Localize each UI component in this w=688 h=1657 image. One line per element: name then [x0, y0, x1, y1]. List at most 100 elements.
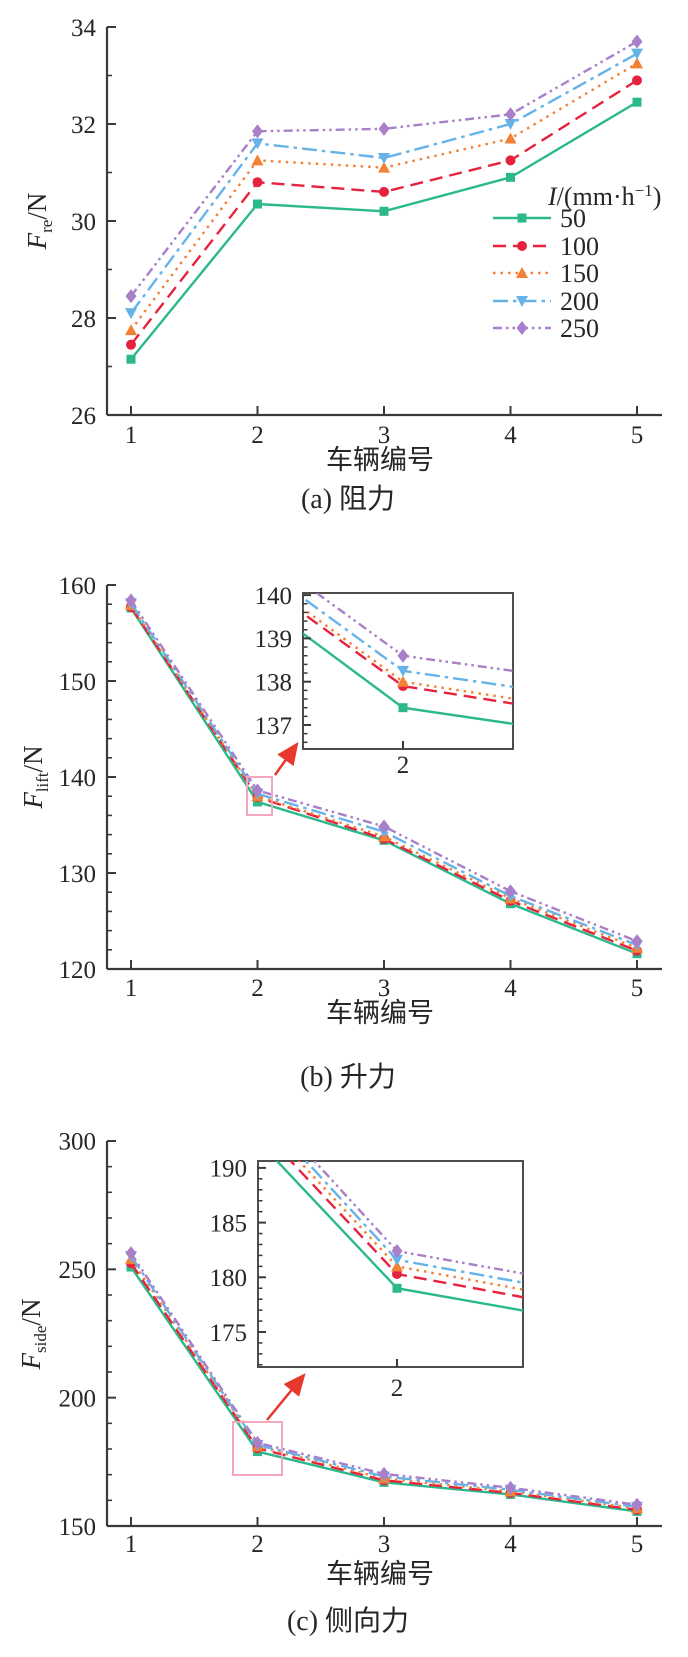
legend-marker — [517, 213, 527, 223]
data-point-250 — [125, 289, 137, 304]
series-line-250 — [130, 40, 638, 297]
caption-b: (b) 升力 — [300, 1061, 396, 1093]
zoom-region-rect — [246, 776, 273, 816]
x-tick-label: 5 — [631, 422, 644, 449]
x-tick-label: 2 — [251, 975, 264, 1002]
data-point-250 — [125, 1246, 137, 1261]
zoom-arrow — [273, 741, 299, 776]
data-point-100 — [126, 339, 136, 350]
data-point-250 — [378, 819, 390, 834]
x-tick-label: 4 — [504, 975, 517, 1002]
y-tick-label: 130 — [59, 861, 97, 888]
data-point-250 — [631, 34, 643, 49]
x-tick-label: 5 — [631, 975, 644, 1002]
data-point-50 — [253, 199, 262, 209]
inset-x-tick-label: 2 — [391, 1375, 404, 1402]
series-line-200 — [130, 52, 638, 314]
data-point-200 — [125, 308, 137, 320]
data-point-100 — [379, 186, 389, 197]
data-point-250 — [252, 1435, 263, 1450]
data-point-50 — [632, 97, 642, 107]
legend-label: 150 — [560, 259, 599, 288]
data-point-100 — [252, 177, 263, 188]
x-axis-title: 车辆编号 — [326, 998, 434, 1028]
x-tick-label: 1 — [125, 975, 138, 1002]
zoom-region-rect — [232, 1421, 283, 1476]
data-point-50 — [379, 206, 389, 216]
data-point-200 — [378, 152, 390, 164]
y-tick-label: 120 — [59, 957, 97, 984]
data-point-250 — [125, 593, 137, 608]
legend-marker — [516, 267, 528, 278]
inset-data-point-250 — [397, 648, 409, 663]
data-point-50 — [506, 172, 515, 182]
inset-data-point-100 — [392, 1269, 402, 1280]
legend-label: 50 — [560, 204, 586, 233]
x-tick-label: 4 — [504, 422, 517, 449]
data-point-250 — [505, 1480, 516, 1495]
y-tick-label: 300 — [59, 1129, 97, 1156]
data-point-150 — [251, 154, 264, 166]
y-tick-label: 140 — [59, 765, 97, 792]
x-tick-label: 3 — [378, 422, 391, 449]
inset-data-point-150 — [391, 1260, 403, 1272]
data-point-100 — [632, 75, 642, 86]
data-point-200 — [251, 138, 264, 150]
series-line-100 — [130, 1262, 638, 1512]
data-point-250 — [378, 121, 390, 136]
inset-data-point-150 — [397, 675, 409, 687]
y-axis-title: Fside/N — [16, 1299, 50, 1371]
legend-item-50: 50 — [493, 204, 586, 233]
legend-marker — [516, 296, 528, 307]
legend-label: 200 — [560, 287, 599, 316]
inset-data-point-50 — [398, 703, 408, 713]
x-axis-title: 车辆编号 — [326, 445, 434, 475]
inset-y-tick-label: 139 — [255, 626, 293, 653]
inset-data-point-250 — [391, 1244, 403, 1259]
y-axis-title: Fre/N — [22, 193, 56, 251]
inset-data-point-50 — [392, 1283, 402, 1293]
x-tick-label: 1 — [125, 1531, 138, 1558]
legend-title: I/(mm·h−1) — [547, 181, 661, 211]
data-point-250 — [631, 934, 643, 949]
y-tick-label: 200 — [59, 1385, 97, 1412]
legend-item-200: 200 — [493, 287, 599, 316]
inset-y-tick-label: 137 — [255, 713, 293, 740]
inset-y-tick-label: 185 — [210, 1210, 248, 1237]
y-tick-label: 150 — [59, 1514, 97, 1541]
legend-item-250: 250 — [493, 314, 599, 343]
series-line-200 — [130, 602, 638, 947]
data-point-200 — [631, 48, 643, 60]
inset-y-tick-label: 190 — [210, 1156, 248, 1183]
legend-marker — [517, 241, 527, 251]
inset-box — [257, 1160, 524, 1368]
zoom-inset: 137 138 139 140 2 — [255, 583, 514, 779]
legend-item-100: 100 — [493, 232, 599, 261]
x-tick-label: 1 — [125, 422, 138, 449]
data-point-250 — [505, 884, 516, 899]
data-point-250 — [378, 1466, 390, 1481]
data-point-250 — [252, 783, 263, 798]
inset-data-point-200 — [391, 1254, 403, 1266]
x-tick-label: 2 — [251, 422, 264, 449]
data-point-250 — [252, 124, 263, 139]
x-tick-label: 3 — [378, 975, 391, 1002]
data-point-100 — [505, 155, 516, 166]
data-point-250 — [631, 1497, 643, 1512]
y-tick-label: 28 — [71, 306, 96, 333]
inset-y-tick-label: 138 — [255, 669, 293, 696]
caption-c: (c) 侧向力 — [287, 1605, 409, 1637]
data-point-250 — [505, 107, 516, 122]
x-tick-label: 2 — [251, 1531, 264, 1558]
zoom-arrow — [266, 1373, 306, 1421]
legend-item-150: 150 — [493, 259, 599, 288]
series-line-200 — [130, 1255, 638, 1508]
x-tick-label: 3 — [378, 1531, 391, 1558]
inset-x-tick-label: 2 — [397, 752, 410, 779]
inset-y-tick-label: 175 — [210, 1320, 248, 1347]
legend-label: 100 — [560, 232, 599, 261]
data-point-150 — [504, 132, 517, 144]
